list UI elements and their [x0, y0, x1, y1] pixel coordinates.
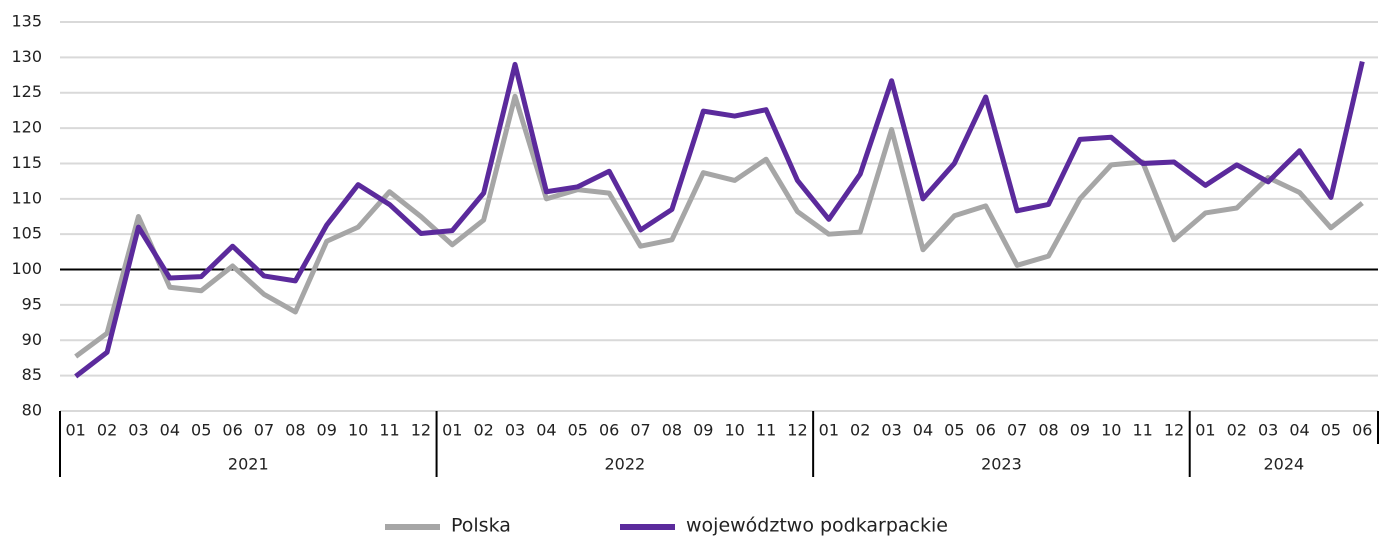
series-line [74, 61, 1365, 379]
y-tick-label: 125 [11, 82, 42, 101]
x-tick-label: 11 [1132, 421, 1152, 440]
x-tick-label: 06 [1352, 421, 1372, 440]
x-tick-label: 05 [944, 421, 964, 440]
year-label: 2022 [604, 455, 645, 474]
x-tick-label: 02 [1227, 421, 1247, 440]
x-tick-label: 05 [191, 421, 211, 440]
x-tick-label: 03 [1258, 421, 1278, 440]
x-tick-label: 04 [536, 421, 556, 440]
x-tick-label: 07 [254, 421, 274, 440]
y-tick-label: 120 [11, 118, 42, 137]
legend-label: Polska [451, 515, 511, 537]
x-tick-label: 02 [97, 421, 117, 440]
x-tick-label: 06 [222, 421, 242, 440]
x-tick-label: 01 [1195, 421, 1215, 440]
x-tick-label: 06 [599, 421, 619, 440]
x-tick-label: 01 [442, 421, 462, 440]
x-tick-label: 08 [662, 421, 682, 440]
x-tick-label: 08 [1038, 421, 1058, 440]
x-tick-label: 01 [66, 421, 86, 440]
x-tick-label: 02 [473, 421, 493, 440]
year-label: 2021 [228, 455, 269, 474]
y-tick-label: 100 [11, 259, 42, 278]
x-tick-label: 12 [411, 421, 431, 440]
year-label: 2023 [981, 455, 1022, 474]
x-tick-label: 04 [913, 421, 933, 440]
x-tick-label: 09 [317, 421, 337, 440]
x-tick-label: 10 [1101, 421, 1121, 440]
x-tick-label: 09 [1070, 421, 1090, 440]
y-tick-label: 85 [22, 365, 42, 384]
x-tick-label: 07 [1007, 421, 1027, 440]
x-tick-label: 07 [630, 421, 650, 440]
y-tick-label: 135 [11, 12, 42, 31]
x-tick-label: 03 [128, 421, 148, 440]
x-tick-label: 04 [160, 421, 180, 440]
x-tick-label: 03 [505, 421, 525, 440]
x-tick-label: 03 [881, 421, 901, 440]
x-tick-label: 10 [348, 421, 368, 440]
legend-label: województwo podkarpackie [686, 515, 948, 537]
x-tick-label: 09 [693, 421, 713, 440]
x-tick-label: 05 [568, 421, 588, 440]
x-tick-label: 08 [285, 421, 305, 440]
x-tick-label: 12 [1164, 421, 1184, 440]
y-tick-label: 130 [11, 47, 42, 66]
year-label: 2024 [1263, 455, 1304, 474]
y-tick-label: 115 [11, 153, 42, 172]
x-tick-label: 12 [787, 421, 807, 440]
x-tick-label: 01 [819, 421, 839, 440]
x-tick-label: 10 [725, 421, 745, 440]
x-tick-label: 06 [976, 421, 996, 440]
y-tick-label: 95 [22, 294, 42, 313]
series-line [74, 93, 1364, 359]
x-tick-label: 05 [1321, 421, 1341, 440]
y-tick-label: 105 [11, 224, 42, 243]
y-tick-label: 90 [22, 330, 42, 349]
y-tick-label: 110 [11, 188, 42, 207]
x-tick-label: 02 [850, 421, 870, 440]
x-tick-label: 04 [1289, 421, 1309, 440]
y-tick-label: 80 [22, 401, 42, 420]
x-tick-label: 11 [379, 421, 399, 440]
x-tick-label: 11 [756, 421, 776, 440]
